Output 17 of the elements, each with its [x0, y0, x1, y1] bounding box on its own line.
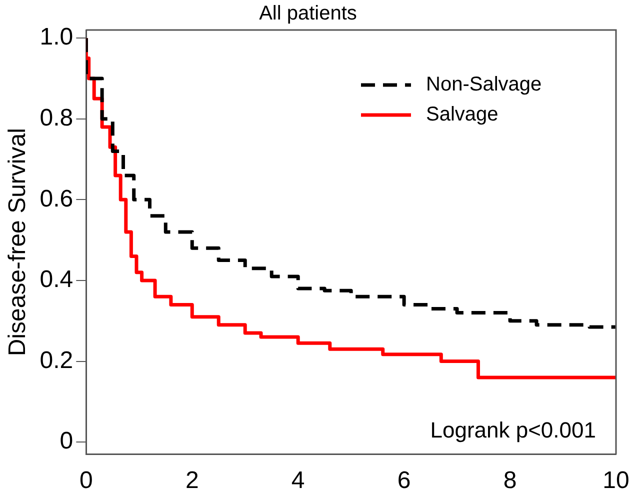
y-tick-label: 0.8 [40, 104, 74, 132]
x-tick-label: 0 [79, 467, 93, 494]
x-tick-label: 10 [602, 467, 630, 494]
annotation: Logrank p<0.001 [430, 417, 596, 442]
y-tick-label: 0.4 [40, 266, 74, 294]
chart-title: All patients [259, 2, 357, 25]
x-tick-label: 2 [185, 467, 199, 494]
x-tick-label: 8 [503, 467, 517, 494]
y-tick-label: 0.6 [40, 185, 74, 212]
legend-label: Salvage [426, 104, 498, 126]
x-tick-label: 4 [291, 467, 305, 494]
y-tick-label: 1.0 [40, 24, 74, 51]
y-tick-label: 0.2 [40, 346, 74, 374]
x-tick-label: 6 [397, 467, 411, 494]
y-axis-title: Disease-free Survival [4, 128, 32, 356]
y-tick-label: 0 [60, 428, 74, 455]
legend-label: Non-Salvage [426, 74, 542, 96]
